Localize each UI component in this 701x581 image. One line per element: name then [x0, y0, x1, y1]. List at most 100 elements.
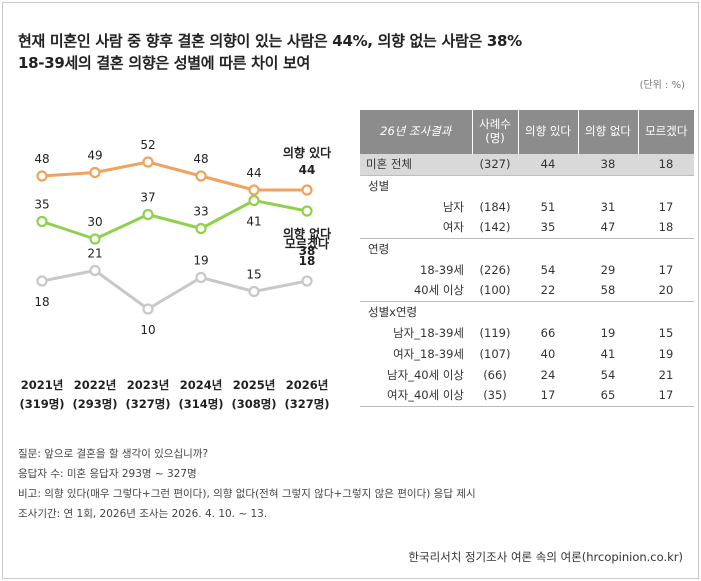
point-s2-2: [142, 303, 154, 315]
point-s0-0: [36, 170, 48, 182]
data-label-s2-1: 21: [87, 247, 102, 261]
table-cell: (35): [472, 385, 518, 407]
x-tick-label-0: 2021년: [21, 378, 64, 392]
table-row: 여자 (142) 35 47 18: [360, 217, 694, 238]
table-cell: 17: [638, 385, 694, 407]
x-tick-sub-label-0: (319명): [19, 397, 64, 411]
table-cell: 남자_40세 이상: [387, 367, 464, 382]
data-label-s1-5: 38: [299, 244, 316, 258]
data-label-s0-3: 48: [193, 152, 208, 166]
x-tick-label-5: 2026년: [286, 378, 329, 392]
table-cell: (107): [479, 346, 511, 361]
data-label-s2-3: 19: [193, 254, 208, 268]
x-tick-sub-label-2: (327명): [125, 397, 170, 411]
table-body: 미혼 전체 (327) 44 38 18 성별 남자 (184) 51 31 17 여자 (142) 35…: [360, 154, 694, 407]
unit-label: (단위 : %): [639, 80, 685, 91]
table-cell: 40세 이상: [413, 283, 464, 298]
table-cell: 여자: [442, 220, 464, 235]
table-cell: 미혼 전체: [360, 154, 472, 175]
table-cell: (226): [479, 262, 511, 277]
point-s2-3: [195, 271, 207, 284]
point-s2-1: [89, 264, 101, 277]
table-header-1: 사례수 (명): [472, 110, 519, 154]
data-label-s0-2: 52: [140, 138, 155, 152]
x-tick-label-4: 2025년: [233, 378, 276, 392]
table-row: 남자_18-39세 (119) 66 19 15: [360, 322, 694, 343]
point-s1-2: [142, 208, 154, 221]
table-cell: 31: [600, 199, 616, 214]
notes: 질문: 앞으로 결혼을 할 생각이 있으십니까? 응답자 수: 미혼 응답자 2…: [18, 444, 476, 524]
point-s2-4: [248, 285, 260, 298]
data-label-s1-4: 41: [246, 215, 261, 229]
point-s1-5: [301, 205, 313, 217]
data-label-s0-1: 49: [87, 149, 102, 163]
table-cell: 58: [600, 283, 616, 298]
data-label-s1-0: 35: [34, 198, 49, 212]
x-tick-label-1: 2022년: [74, 378, 117, 392]
point-s0-1: [89, 166, 101, 179]
table-header-3: 의향 없다: [578, 110, 639, 154]
table-header-4: 모르겠다: [638, 110, 694, 154]
table-row: 여자_40세 이상 (35) 17 65 17: [360, 385, 694, 407]
table-cell: 17: [518, 385, 578, 407]
point-s1-0: [36, 215, 48, 228]
x-tick-sub-label-4: (308명): [231, 397, 276, 411]
note-respondents: 응답자 수: 미혼 응답자 293명 ~ 327명: [18, 468, 197, 480]
x-tick-label-3: 2024년: [180, 378, 223, 392]
table-cell: 17: [658, 262, 674, 277]
data-label-s0-5: 44: [299, 163, 316, 177]
table-cell: 20: [658, 283, 674, 298]
note-period: 조사기간: 연 1회, 2026년 조사는 2026. 4. 10. ~ 13.: [18, 508, 268, 520]
table-cell: (66): [483, 367, 507, 382]
title-line-1: 현재 미혼인 사람 중 향후 결혼 의향이 있는 사람은 44%, 의향 없는 …: [18, 32, 522, 50]
x-tick-label-2: 2023년: [127, 378, 170, 392]
series-line-2: [41, 269, 308, 311]
table-row: 미혼 전체 (327) 44 38 18: [360, 154, 694, 175]
point-s2-0: [36, 275, 48, 287]
series-name-label-2: 모르겠다: [285, 236, 329, 251]
table-group-row: 성별x연령: [360, 300, 694, 322]
table-cell: (119): [479, 325, 511, 340]
table-cell: 44: [518, 154, 578, 175]
table-group-row: 연령: [360, 237, 694, 259]
table-cell: 24: [540, 367, 556, 382]
point-s1-1: [89, 233, 101, 245]
table-cell: (142): [479, 220, 511, 235]
table-cell: 41: [600, 346, 616, 361]
table-cell: 15: [658, 325, 674, 340]
series-name-label-1: 의향 없다: [283, 226, 331, 241]
note-question: 질문: 앞으로 결혼을 할 생각이 있으십니까?: [18, 448, 209, 460]
table-cell: (184): [479, 199, 511, 214]
table-cell: 47: [600, 220, 616, 235]
table-cell: 54: [600, 367, 616, 382]
table-cell: 성별: [360, 174, 694, 196]
table-row: 남자 (184) 51 31 17: [360, 196, 694, 217]
table-cell: 21: [658, 367, 674, 382]
point-s0-2: [142, 156, 154, 168]
point-s1-3: [195, 222, 207, 235]
point-s1-4: [248, 194, 260, 207]
data-label-s0-4: 44: [246, 166, 261, 180]
table-cell: 18: [638, 154, 694, 175]
data-label-s0-0: 48: [34, 152, 49, 166]
x-tick-sub-label-3: (314명): [178, 397, 223, 411]
data-label-s1-2: 37: [140, 191, 155, 205]
table-cell: 35: [540, 220, 556, 235]
source: 한국리서치 정기조사 여론 속의 여론(hrcopinion.co.kr): [408, 550, 683, 564]
table-cell: 여자_40세 이상: [360, 385, 472, 407]
x-tick-sub-label-5: (327명): [284, 397, 329, 411]
table-cell: (327): [472, 154, 518, 175]
table-header-2: 의향 있다: [518, 110, 579, 154]
table-row: 40세 이상 (100) 22 58 20: [360, 280, 694, 301]
table-group-row: 성별: [360, 174, 694, 196]
data-label-s2-0: 18: [34, 295, 49, 309]
series-line-1: [41, 199, 308, 241]
table-cell: (100): [479, 283, 511, 298]
table-cell: 연령: [360, 237, 694, 259]
table-cell: 18: [658, 220, 674, 235]
point-s2-5: [301, 275, 313, 287]
point-s0-3: [195, 170, 207, 182]
table-cell: 65: [578, 385, 638, 407]
title-line-2: 18-39세의 결혼 의향은 성별에 따른 차이 보여: [18, 54, 311, 72]
